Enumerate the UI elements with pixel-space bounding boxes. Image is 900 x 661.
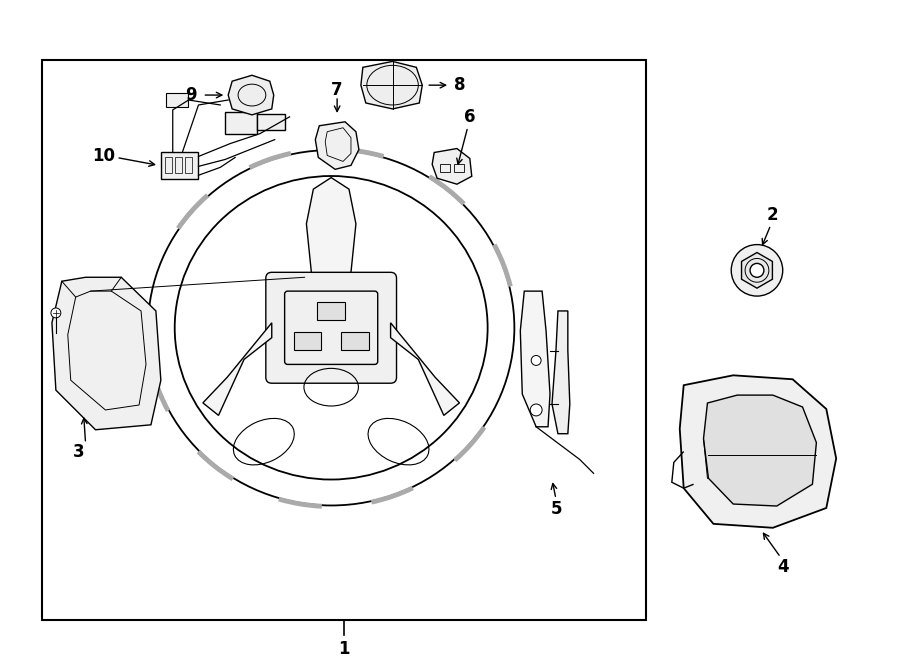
Polygon shape <box>552 311 570 434</box>
Bar <box>256 114 284 130</box>
Text: 1: 1 <box>338 640 350 658</box>
Bar <box>175 157 182 173</box>
Bar <box>161 151 199 179</box>
Text: 4: 4 <box>777 559 788 576</box>
Bar <box>440 165 450 173</box>
Bar <box>318 302 345 320</box>
Polygon shape <box>704 395 816 506</box>
Bar <box>184 157 192 173</box>
Circle shape <box>51 308 61 318</box>
Bar <box>165 157 172 173</box>
Text: 2: 2 <box>767 206 778 224</box>
Polygon shape <box>520 291 550 427</box>
Polygon shape <box>306 178 356 272</box>
Polygon shape <box>202 323 272 415</box>
Circle shape <box>731 245 783 296</box>
Text: 9: 9 <box>184 86 196 104</box>
Text: 6: 6 <box>464 108 475 126</box>
Polygon shape <box>680 375 836 527</box>
Circle shape <box>531 356 541 366</box>
Text: 10: 10 <box>92 147 115 165</box>
Bar <box>166 93 187 107</box>
Bar <box>225 112 256 134</box>
Text: 5: 5 <box>551 500 562 518</box>
Polygon shape <box>361 61 422 109</box>
Text: 8: 8 <box>454 76 465 94</box>
Circle shape <box>750 263 764 277</box>
Polygon shape <box>52 277 161 430</box>
Bar <box>454 165 464 173</box>
Circle shape <box>530 404 542 416</box>
Bar <box>341 332 369 350</box>
Bar <box>293 332 321 350</box>
Polygon shape <box>315 122 359 169</box>
Text: 3: 3 <box>73 443 85 461</box>
Polygon shape <box>432 149 472 184</box>
Polygon shape <box>742 253 772 288</box>
Polygon shape <box>229 75 274 115</box>
Text: 7: 7 <box>331 81 343 99</box>
Polygon shape <box>391 323 460 415</box>
FancyBboxPatch shape <box>266 272 397 383</box>
